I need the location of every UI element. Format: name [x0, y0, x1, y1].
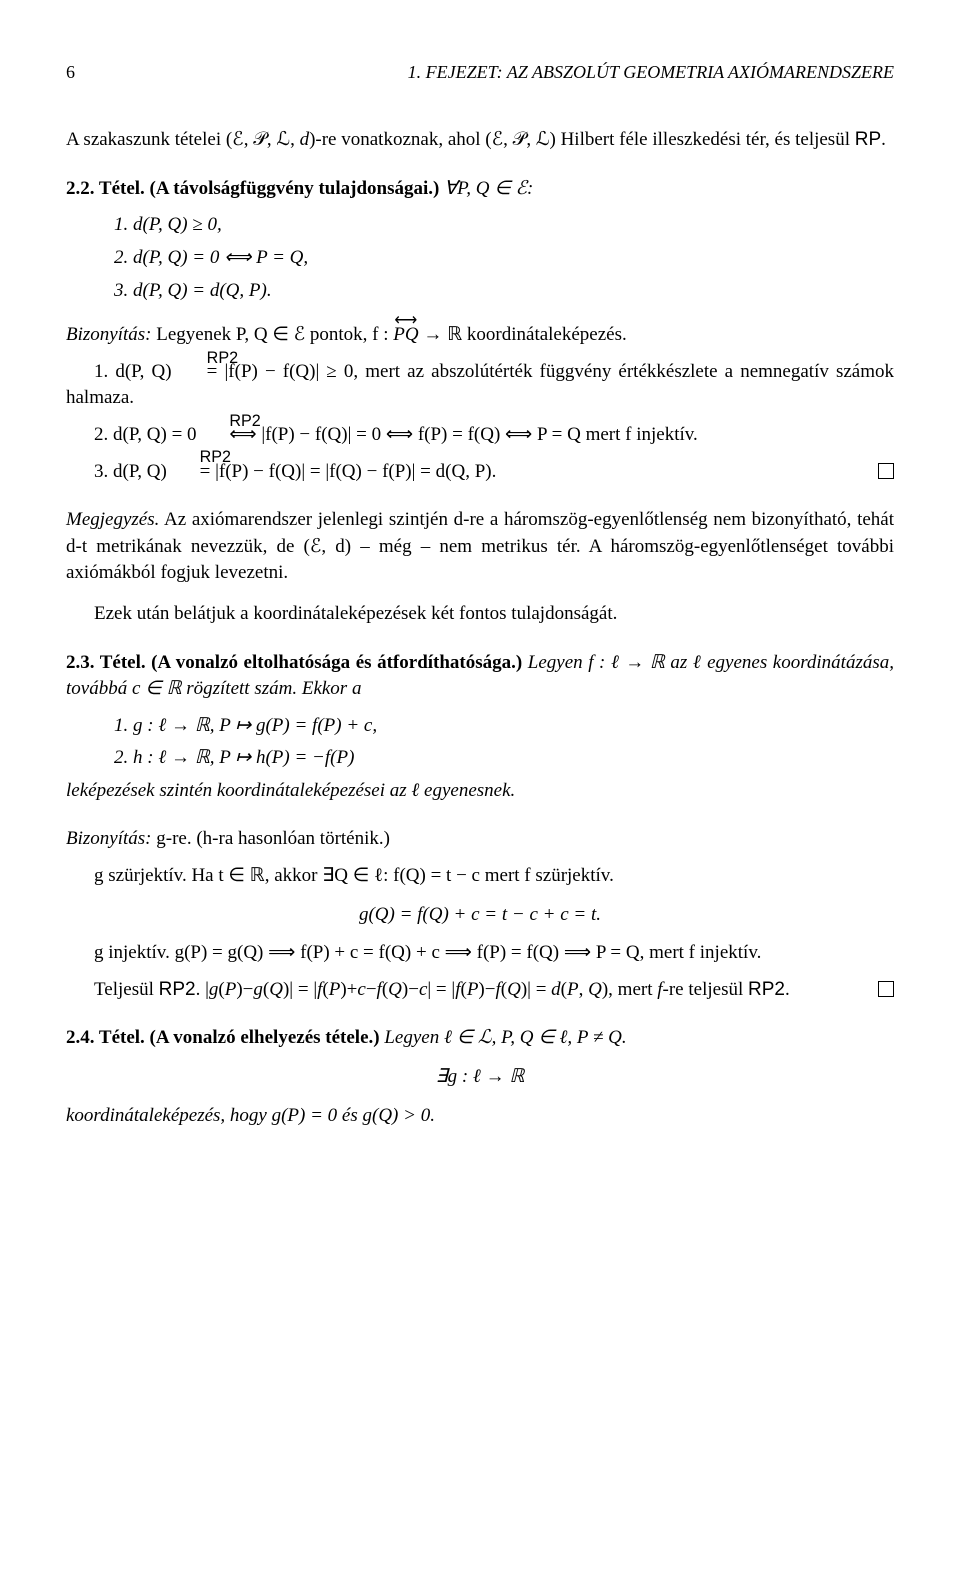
proof-2-3-rp2: Teljesül RP2. |g(P)−g(Q)| = |f(P)+c−f(Q)…	[66, 977, 894, 1004]
theorem-2-2-item-3: 3. d(P, Q) = d(Q, P).	[114, 278, 894, 305]
qed-box-2	[878, 981, 894, 997]
proof-2-3-rp2-text: Teljesül RP2. |g(P)−g(Q)| = |f(P)+c−f(Q)…	[94, 979, 790, 1000]
page-number: 6	[66, 60, 75, 85]
intro-text: A szakaszunk tételei (ℰ, 𝒫, ℒ, d)-re von…	[66, 129, 886, 150]
proof-2-2-intro-text: Legyenek P, Q ∈ ℰ pontok, f : ⟷PQ → ℝ ko…	[156, 324, 627, 345]
theorem-2-4-equation: ∃g : ℓ → ℝ	[66, 1064, 894, 1091]
theorem-2-3: 2.3. Tétel. (A vonalzó eltolhatósága és …	[66, 650, 894, 703]
theorem-2-2-item-1: 1. d(P, Q) ≥ 0,	[114, 212, 894, 239]
proof-label: Bizonyítás:	[66, 324, 152, 345]
running-header: 6 1. FEJEZET: AZ ABSZOLÚT GEOMETRIA AXIÓ…	[66, 60, 894, 85]
proof-2-3-intro-text: g-re. (h-ra hasonlóan történik.)	[156, 828, 390, 849]
theorem-2-2: 2.2. Tétel. (A távolságfüggvény tulajdon…	[66, 176, 894, 203]
theorem-2-2-forall: ∀P, Q ∈ ℰ:	[444, 178, 533, 199]
chapter-title: 1. FEJEZET: AZ ABSZOLÚT GEOMETRIA AXIÓMA…	[408, 60, 894, 85]
proof-2-2-intro: Bizonyítás: Legyenek P, Q ∈ ℰ pontok, f …	[66, 322, 894, 349]
proof-2-3-injective: g injektív. g(P) = g(Q) ⟹ f(P) + c = f(Q…	[66, 940, 894, 967]
proof-2-3-intro: Bizonyítás: g-re. (h-ra hasonlóan történ…	[66, 826, 894, 853]
intro-paragraph: A szakaszunk tételei (ℰ, 𝒫, ℒ, d)-re von…	[66, 127, 894, 154]
theorem-2-3-label: 2.3. Tétel. (A vonalzó eltolhatósága és …	[66, 652, 522, 673]
proof-2-3-surjective: g szürjektív. Ha t ∈ ℝ, akkor ∃Q ∈ ℓ: f(…	[66, 863, 894, 890]
proof-2-2-step-2: 2. d(P, Q) = 0 RP2⟺ |f(P) − f(Q)| = 0 ⟺ …	[66, 422, 894, 449]
proof-2-3-label: Bizonyítás:	[66, 828, 152, 849]
remark-label: Megjegyzés.	[66, 509, 159, 530]
theorem-2-4: 2.4. Tétel. (A vonalzó elhelyezés tétele…	[66, 1025, 894, 1052]
theorem-2-3-tail: leképezések szintén koordinátaleképezése…	[66, 778, 894, 805]
theorem-2-4-body: Legyen ℓ ∈ ℒ, P, Q ∈ ℓ, P ≠ Q.	[384, 1027, 626, 1048]
remark-body: Az axiómarendszer jelenlegi szintjén d-r…	[66, 509, 894, 583]
qed-box	[878, 463, 894, 479]
proof-2-3-equation: g(Q) = f(Q) + c = t − c + c = t.	[66, 902, 894, 929]
remark-paragraph: Megjegyzés. Az axiómarendszer jelenlegi …	[66, 507, 894, 587]
theorem-2-2-label: 2.2. Tétel. (A távolságfüggvény tulajdon…	[66, 178, 439, 199]
proof-2-2-step-1: 1. d(P, Q) RP2= |f(P) − f(Q)| ≥ 0, mert …	[66, 359, 894, 412]
theorem-2-4-label: 2.4. Tétel. (A vonalzó elhelyezés tétele…	[66, 1027, 380, 1048]
theorem-2-2-item-2: 2. d(P, Q) = 0 ⟺ P = Q,	[114, 245, 894, 272]
theorem-2-4-tail: koordinátaleképezés, hogy g(P) = 0 és g(…	[66, 1103, 894, 1130]
theorem-2-3-item-2: 2. h : ℓ → ℝ, P ↦ h(P) = −f(P)	[114, 745, 894, 772]
proof-2-2-step-3: 3. d(P, Q) RP2= |f(P) − f(Q)| = |f(Q) − …	[66, 459, 894, 486]
theorem-2-3-item-1: 1. g : ℓ → ℝ, P ↦ g(P) = f(P) + c,	[114, 713, 894, 740]
after-remark: Ezek után belátjuk a koordinátaleképezés…	[66, 601, 894, 628]
